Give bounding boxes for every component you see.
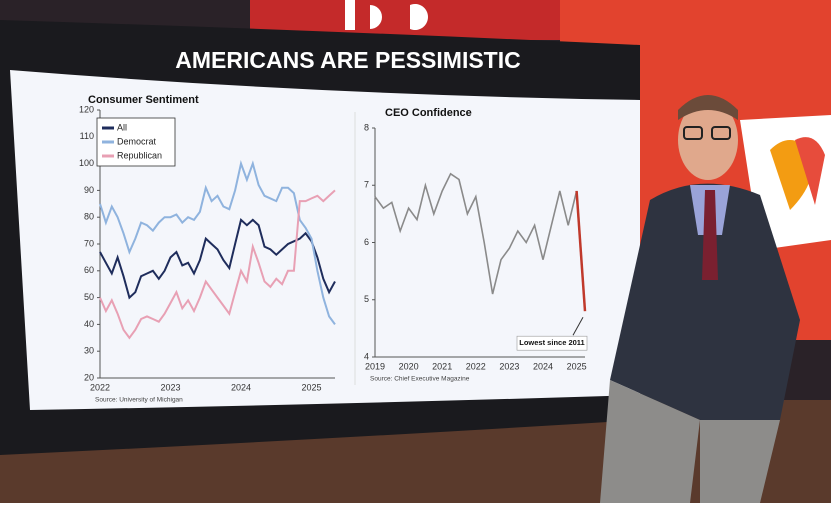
y-tick-label: 80: [84, 212, 94, 222]
x-tick-label: 2025: [301, 382, 321, 392]
series-line: [374, 172, 578, 295]
annotation-arrow: [572, 316, 584, 336]
legend-label: Republican: [117, 150, 162, 160]
y-tick-label: 20: [84, 372, 94, 382]
presenter-jacket: [610, 183, 800, 420]
drop-line: [575, 190, 587, 312]
headline: AMERICANS ARE PESSIMISTIC: [175, 47, 520, 73]
logo-shape: [345, 0, 429, 30]
x-tick-label: 2021: [432, 361, 452, 371]
chart-title: CEO Confidence: [385, 107, 472, 119]
y-tick-label: 6: [364, 237, 369, 247]
y-tick-label: 120: [79, 104, 94, 114]
presenter-hair: [678, 95, 738, 120]
presenter-glasses: [683, 126, 731, 140]
x-tick-label: 2023: [499, 361, 519, 371]
x-tick-label: 2019: [365, 361, 385, 371]
x-tick-label: 2023: [160, 382, 180, 392]
x-tick-label: 2025: [567, 361, 587, 371]
annotation: Lowest since 2011: [519, 338, 584, 347]
y-tick-label: 110: [80, 131, 94, 141]
series-line: [99, 160, 336, 325]
chart-title: Consumer Sentiment: [88, 94, 199, 106]
y-tick-label: 60: [84, 265, 94, 275]
y-tick-label: 30: [84, 346, 94, 356]
y-tick-label: 8: [364, 122, 369, 132]
source: Source: University of Michigan: [95, 397, 183, 404]
annotation-box: [516, 335, 588, 351]
y-tick-label: 4: [364, 351, 369, 361]
y-tick-label: 7: [364, 180, 369, 190]
y-tick-label: 40: [84, 319, 94, 329]
x-tick-label: 2020: [399, 361, 419, 371]
y-tick-label: 100: [79, 158, 94, 168]
presenter-head: [678, 100, 738, 180]
series-line: [99, 189, 336, 340]
y-tick-label: 5: [364, 294, 369, 304]
y-tick-label: 70: [84, 238, 94, 248]
y-tick-label: 50: [84, 292, 94, 302]
presenter-trousers: [600, 380, 780, 503]
x-tick-label: 2022: [466, 361, 486, 371]
x-tick-label: 2022: [90, 382, 110, 392]
legend-label: Democrat: [117, 136, 157, 146]
x-tick-label: 2024: [533, 361, 553, 371]
y-tick-label: 90: [84, 185, 94, 195]
legend-label: All: [117, 122, 127, 132]
source: Source: Chief Executive Magazine: [370, 376, 470, 383]
peacock-feather: [795, 137, 825, 205]
presenter-tie: [702, 190, 718, 280]
x-tick-label: 2024: [231, 382, 251, 392]
